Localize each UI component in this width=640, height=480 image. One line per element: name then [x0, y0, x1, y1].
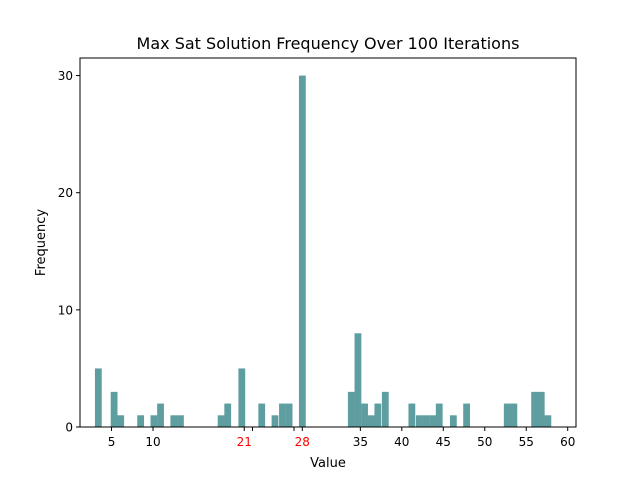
histogram-bar-18 [361, 403, 368, 427]
x-axis-label: Value [310, 456, 346, 471]
histogram-bar-20 [374, 403, 382, 427]
histogram-bar-19 [367, 415, 375, 427]
histogram-bar-26 [435, 403, 443, 427]
histogram-bar-16 [347, 391, 355, 427]
x-tick-label-2: 21 [237, 435, 252, 449]
histogram-bar-22 [408, 403, 416, 427]
histogram-bar-8 [217, 415, 225, 427]
histogram-bar-32 [537, 391, 545, 427]
histogram-bar-24 [422, 415, 430, 427]
y-tick-label-1: 10 [58, 303, 73, 317]
histogram-bar-25 [429, 415, 436, 427]
histogram-bar-12 [271, 415, 279, 427]
y-tick-label-3: 30 [58, 69, 73, 83]
histogram-bar-31 [531, 391, 539, 427]
plot-frame [79, 57, 577, 428]
histogram-bar-10 [238, 368, 246, 427]
histogram-bar-7 [177, 415, 184, 427]
histogram-bar-2 [117, 415, 125, 427]
histogram-bar-28 [463, 403, 470, 427]
x-tick-label-3: 28 [295, 435, 310, 449]
y-axis-ticks: 0 10 20 30 [58, 69, 80, 435]
x-tick-label-1: 10 [145, 435, 160, 449]
histogram-bar-5 [157, 403, 164, 427]
histogram-bar-23 [415, 415, 423, 427]
x-tick-label-7: 50 [477, 435, 492, 449]
histogram-bar-27 [449, 415, 457, 427]
bars-group [94, 75, 552, 427]
histogram-bar-3 [137, 415, 145, 427]
histogram-bar-11 [258, 403, 266, 427]
y-tick-label-0: 0 [65, 421, 73, 435]
histogram-bar-4 [150, 415, 158, 427]
x-tick-label-0: 5 [108, 435, 116, 449]
x-axis-ticks: 5 10 21 28 35 40 45 50 55 60 [108, 427, 575, 449]
histogram-bar-9 [224, 403, 232, 427]
x-tick-label-6: 45 [436, 435, 451, 449]
y-tick-label-2: 20 [58, 186, 73, 200]
histogram-bar-6 [170, 415, 178, 427]
histogram-bar-15 [298, 75, 306, 427]
chart-title: Max Sat Solution Frequency Over 100 Iter… [137, 34, 520, 53]
histogram-bar-21 [381, 391, 389, 427]
x-tick-label-4: 35 [353, 435, 368, 449]
histogram-bar-29 [503, 403, 511, 427]
histogram-bar-0 [94, 368, 102, 427]
histogram-bar-14 [285, 403, 293, 427]
histogram-bar-33 [544, 415, 552, 427]
histogram-bar-13 [279, 403, 286, 427]
y-axis-label: Frequency [34, 209, 49, 276]
histogram-bar-17 [354, 333, 362, 427]
x-tick-label-8: 55 [519, 435, 534, 449]
x-tick-label-9: 60 [560, 435, 575, 449]
histogram-bar-1 [110, 391, 118, 427]
histogram-bar-30 [510, 403, 518, 427]
x-tick-label-5: 40 [394, 435, 409, 449]
